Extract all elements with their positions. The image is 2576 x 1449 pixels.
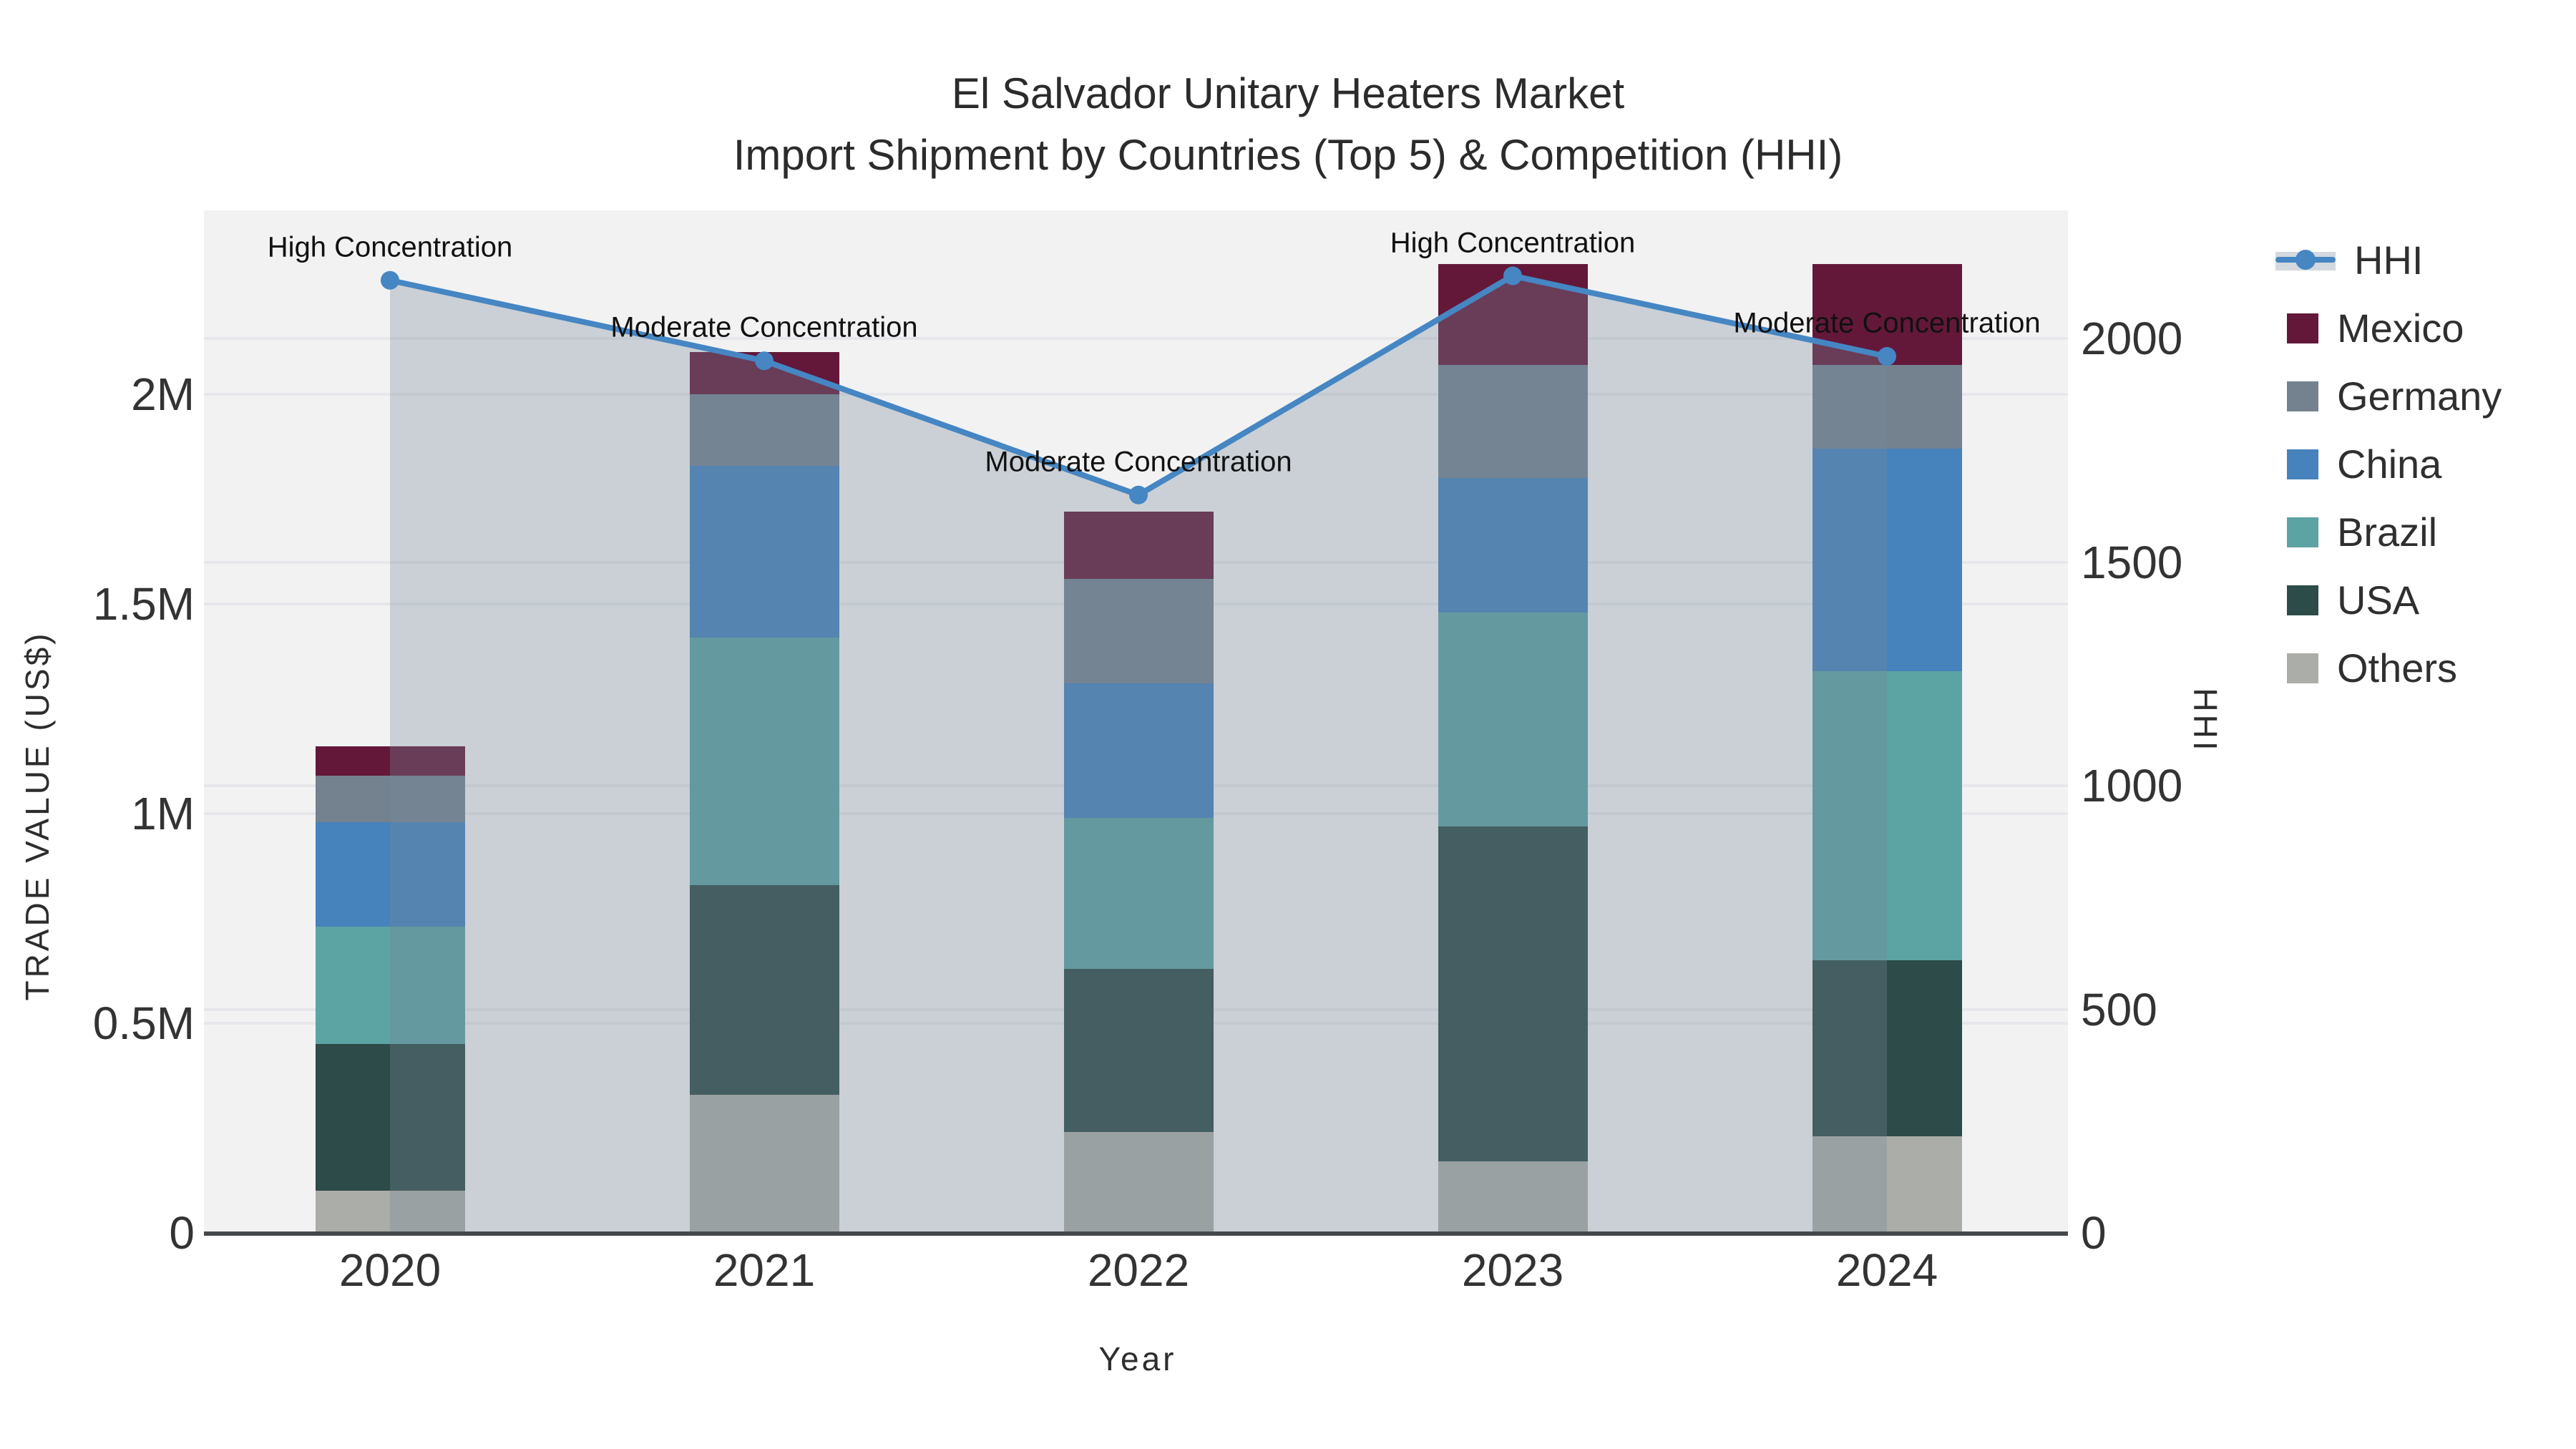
chart-title-line1: El Salvador Unitary Heaters Market [951, 69, 1625, 117]
legend-item-china[interactable]: China [2275, 430, 2502, 498]
legend-swatch-brazil [2287, 517, 2318, 547]
hhi-marker-2021[interactable] [755, 351, 774, 371]
y2-axis-tick-0: 0 [2081, 1207, 2107, 1259]
bar-segment-others-2023[interactable] [1438, 1161, 1588, 1233]
bar-segment-china-2023[interactable] [1438, 478, 1588, 613]
y-axis-tick-0.5M: 0.5M [92, 997, 195, 1049]
bar-segment-usa-2022[interactable] [1063, 968, 1214, 1133]
legend-label-mexico: Mexico [2337, 306, 2464, 351]
y2-axis-tick-1500: 1500 [2081, 536, 2183, 588]
annotation-2023: High Concentration [1390, 227, 1636, 258]
y2-axis-tick-500: 500 [2081, 983, 2157, 1035]
chart-title-line2: Import Shipment by Countries (Top 5) & C… [733, 131, 1843, 179]
hhi-legend-swatch-icon [2275, 248, 2336, 273]
bar-segment-germany-2022[interactable] [1063, 578, 1214, 684]
x-axis-tick-2024: 2024 [1835, 1244, 1938, 1296]
legend-label-brazil: Brazil [2337, 509, 2438, 555]
bar-segment-brazil-2024[interactable] [1812, 670, 1962, 961]
legend-swatch-china [2287, 449, 2318, 479]
gridline [204, 393, 2068, 396]
legend-item-others[interactable]: Others [2275, 634, 2502, 702]
annotation-2020: High Concentration [267, 231, 513, 263]
hhi-marker-2024[interactable] [1878, 347, 1896, 366]
bar-segment-germany-2020[interactable] [315, 776, 465, 822]
bar-segment-usa-2020[interactable] [315, 1044, 465, 1191]
legend: HHI Mexico Germany China Brazil USA Others [2275, 226, 2502, 702]
hhi-area-fill [390, 275, 1887, 1233]
gridline [204, 337, 2068, 340]
x-axis-tick-2022: 2022 [1087, 1244, 1190, 1296]
y-axis-tick-0: 0 [169, 1207, 195, 1259]
annotation-2021: Moderate Concentration [610, 311, 918, 343]
x-axis-tick-2023: 2023 [1461, 1244, 1564, 1296]
bar-segment-brazil-2021[interactable] [689, 637, 839, 885]
bar-segment-china-2020[interactable] [315, 821, 465, 927]
legend-swatch-mexico [2287, 313, 2318, 343]
x-axis-tick-2020: 2020 [338, 1244, 441, 1296]
chart-title: El Salvador Unitary Heaters Market Impor… [0, 63, 2576, 186]
bar-segment-usa-2021[interactable] [689, 884, 839, 1095]
bar-segment-china-2024[interactable] [1812, 449, 1962, 671]
legend-item-brazil[interactable]: Brazil [2275, 498, 2502, 566]
bar-segment-mexico-2020[interactable] [315, 746, 465, 776]
bar-segment-brazil-2020[interactable] [315, 927, 465, 1045]
bar-segment-usa-2023[interactable] [1438, 826, 1588, 1162]
bar-segment-others-2024[interactable] [1812, 1136, 1962, 1233]
legend-item-hhi[interactable]: HHI [2275, 226, 2502, 294]
legend-label-others: Others [2337, 645, 2458, 691]
legend-label-germany: Germany [2337, 374, 2502, 419]
annotation-2022: Moderate Concentration [985, 446, 1292, 478]
hhi-marker-2020[interactable] [381, 270, 399, 290]
legend-swatch-germany [2287, 381, 2318, 411]
hhi-trace [381, 266, 1896, 1233]
hhi-marker-2023[interactable] [1503, 266, 1522, 286]
y-axis-tick-1.5M: 1.5M [92, 578, 195, 630]
y2-axis-tick-2000: 2000 [2081, 313, 2183, 364]
bar-segment-usa-2024[interactable] [1812, 960, 1962, 1137]
bar-segment-germany-2021[interactable] [689, 394, 839, 466]
x-axis-tick-2021: 2021 [713, 1244, 816, 1296]
y-axis-tick-1M: 1M [131, 788, 195, 839]
bar-segment-brazil-2023[interactable] [1438, 612, 1588, 826]
legend-swatch-others [2287, 653, 2318, 683]
x-axis-line [204, 1231, 2068, 1236]
x-axis-title: Year [1098, 1340, 1177, 1377]
legend-label-usa: USA [2337, 577, 2420, 623]
plot-area[interactable]: High Concentration Moderate Concentration… [204, 210, 2068, 1233]
y-axis-tick-2M: 2M [131, 369, 195, 420]
legend-item-usa[interactable]: USA [2275, 566, 2502, 634]
hhi-marker-2022[interactable] [1129, 485, 1148, 504]
bar-segment-china-2022[interactable] [1063, 683, 1214, 818]
legend-label-hhi: HHI [2354, 238, 2424, 283]
legend-item-germany[interactable]: Germany [2275, 362, 2502, 430]
bar-segment-mexico-2022[interactable] [1063, 512, 1214, 579]
y-axis-title: TRADE VALUE (US$) [19, 630, 56, 1001]
legend-label-china: China [2337, 441, 2442, 487]
bar-segment-others-2022[interactable] [1063, 1132, 1214, 1233]
bar-segment-germany-2023[interactable] [1438, 364, 1588, 479]
bar-segment-brazil-2022[interactable] [1063, 817, 1214, 969]
y2-axis-tick-1000: 1000 [2081, 760, 2183, 811]
y2-axis-title: HHI [2187, 688, 2224, 753]
bar-segment-others-2021[interactable] [689, 1094, 839, 1233]
bar-segment-germany-2024[interactable] [1812, 364, 1962, 449]
legend-swatch-usa [2287, 585, 2318, 615]
bar-segment-others-2020[interactable] [315, 1191, 465, 1233]
legend-item-mexico[interactable]: Mexico [2275, 294, 2502, 362]
annotation-2024: Moderate Concentration [1733, 307, 2041, 339]
bar-segment-china-2021[interactable] [689, 465, 839, 638]
